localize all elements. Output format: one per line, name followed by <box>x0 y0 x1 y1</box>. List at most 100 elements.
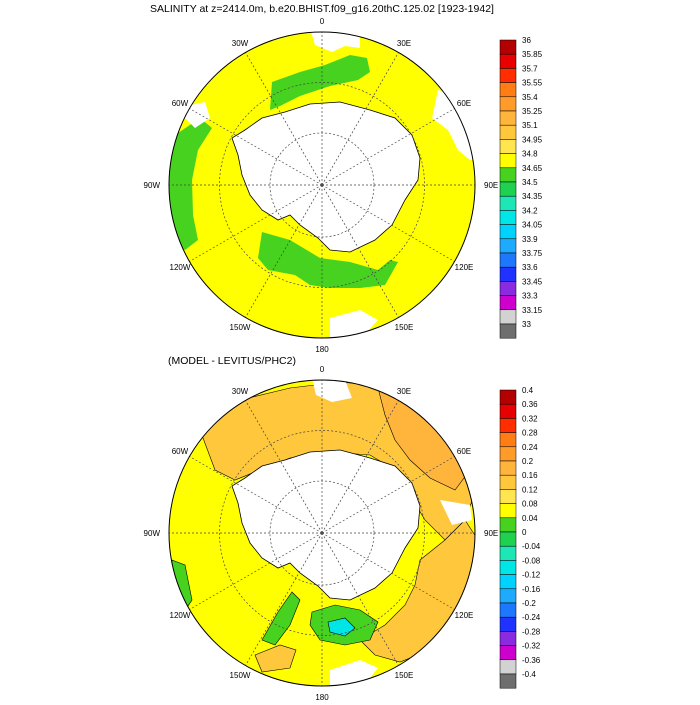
latitude-circle <box>219 82 425 288</box>
panel1-map <box>169 32 475 338</box>
colorbar-swatch <box>499 53 517 69</box>
lon-label: 120W <box>170 611 191 620</box>
colorbar-label: 0.36 <box>522 400 538 409</box>
colorbar-swatch <box>499 167 517 183</box>
colorbar-label: -0.28 <box>522 627 541 636</box>
meridian-line <box>321 52 399 186</box>
colorbar-swatch <box>499 295 517 311</box>
colorbar-label: 33.9 <box>522 235 538 244</box>
colorbar-label: 35.85 <box>522 50 543 59</box>
lon-label: 30W <box>232 39 249 48</box>
colorbar-label: -0.4 <box>522 670 536 679</box>
lon-label: 60W <box>172 447 189 456</box>
lon-label: 90E <box>484 181 498 190</box>
panel2-nodata-east <box>440 500 472 525</box>
colorbar-swatch <box>499 153 517 169</box>
colorbar-swatch <box>499 645 517 661</box>
panel2-title: (MODEL - LEVITUS/PHC2) <box>168 355 296 367</box>
colorbar-swatch <box>499 403 517 419</box>
colorbar-label: 35.25 <box>522 107 543 116</box>
colorbar-label: 34.95 <box>522 135 543 144</box>
panel2-orange-southwest <box>254 644 297 673</box>
lon-label: 30W <box>232 387 249 396</box>
colorbar-label: 33 <box>522 320 531 329</box>
panel2-green-pacific <box>261 591 301 646</box>
colorbar-label: -0.16 <box>522 585 541 594</box>
panel2-lon-labels: 0 30E 60E 90E 120E 150E 180 150W 120W 90W 60W 30W <box>144 365 499 702</box>
colorbar-label: 33.6 <box>522 263 538 272</box>
colorbar-label: 35.1 <box>522 121 538 130</box>
colorbar-swatch <box>499 82 517 98</box>
colorbar-swatch <box>499 545 517 561</box>
panel2-cyan-ross <box>327 617 356 637</box>
colorbar-swatch <box>499 181 517 197</box>
colorbar-swatch <box>499 68 517 83</box>
colorbar-label: 33.3 <box>522 292 538 301</box>
panel1-green-pacific <box>258 232 398 288</box>
colorbar-label: 34.2 <box>522 206 538 215</box>
panel-salinity: SALINITY at z=2414.0m, b.e20.BHIST.f09_g… <box>144 3 543 354</box>
lon-label: 0 <box>320 365 325 374</box>
colorbar-swatch <box>499 323 517 339</box>
lon-label: 0 <box>320 17 325 26</box>
colorbar-swatch <box>499 309 517 325</box>
meridian-line <box>189 456 323 534</box>
meridian-line <box>189 184 323 262</box>
lon-label: 60E <box>457 99 471 108</box>
colorbar-swatch <box>499 281 517 296</box>
meridian-line <box>321 532 399 666</box>
colorbar-swatch <box>499 195 517 211</box>
colorbar-label: 0.12 <box>522 485 538 494</box>
panel1-green-west <box>169 118 212 250</box>
colorbar-swatch <box>499 446 517 462</box>
colorbar-swatch <box>499 673 517 689</box>
colorbar-swatch <box>499 96 517 112</box>
colorbar-swatch <box>499 602 517 618</box>
colorbar-swatch <box>499 460 517 476</box>
colorbar-swatch <box>499 124 517 140</box>
colorbar-label: 0.28 <box>522 429 538 438</box>
colorbar-label: 34.65 <box>522 164 543 173</box>
colorbar-swatch <box>499 474 517 490</box>
colorbar-label: 0.2 <box>522 457 534 466</box>
lon-label: 150W <box>230 323 251 332</box>
colorbar-swatch <box>499 531 517 547</box>
lon-label: 60E <box>457 447 471 456</box>
colorbar-label: -0.12 <box>522 571 541 580</box>
lon-label: 30E <box>397 387 411 396</box>
panel1-antarctica <box>231 101 421 253</box>
colorbar-label: 34.35 <box>522 192 543 201</box>
colorbar-label: -0.04 <box>522 542 541 551</box>
colorbar-label: 0.16 <box>522 471 538 480</box>
colorbar-swatch <box>499 574 517 590</box>
meridian-line <box>245 532 323 666</box>
panel2-colorbar: 0.4 0.36 0.32 0.28 0.24 0.2 0.16 0.12 0.08 0.04 0 -… <box>499 386 541 689</box>
meridian-line <box>245 184 323 318</box>
lon-label: 180 <box>315 693 329 700</box>
meridian-line <box>321 184 455 262</box>
colorbar-swatch <box>499 139 517 154</box>
panel1-graticule <box>169 32 475 338</box>
meridian-line <box>321 108 455 186</box>
colorbar-label: 33.75 <box>522 249 543 258</box>
colorbar-label: 33.45 <box>522 277 543 286</box>
colorbar-label: -0.2 <box>522 599 536 608</box>
latitude-circle <box>219 430 425 636</box>
colorbar-swatch <box>499 39 517 55</box>
colorbar-swatch <box>499 252 517 268</box>
lon-label: 150W <box>230 671 251 680</box>
colorbar-label: -0.08 <box>522 556 541 565</box>
lon-label: 120E <box>455 611 474 620</box>
colorbar-label: 0.24 <box>522 443 538 452</box>
meridian-line <box>321 532 455 610</box>
lon-label: 150E <box>395 323 414 332</box>
lon-label: 90E <box>484 529 498 538</box>
panel2-map <box>169 380 475 686</box>
colorbar-label: 36 <box>522 36 531 45</box>
colorbar-swatch <box>499 266 517 282</box>
colorbar-swatch <box>499 210 517 225</box>
colorbar-label: 34.5 <box>522 178 538 187</box>
colorbar-swatch <box>499 489 517 504</box>
